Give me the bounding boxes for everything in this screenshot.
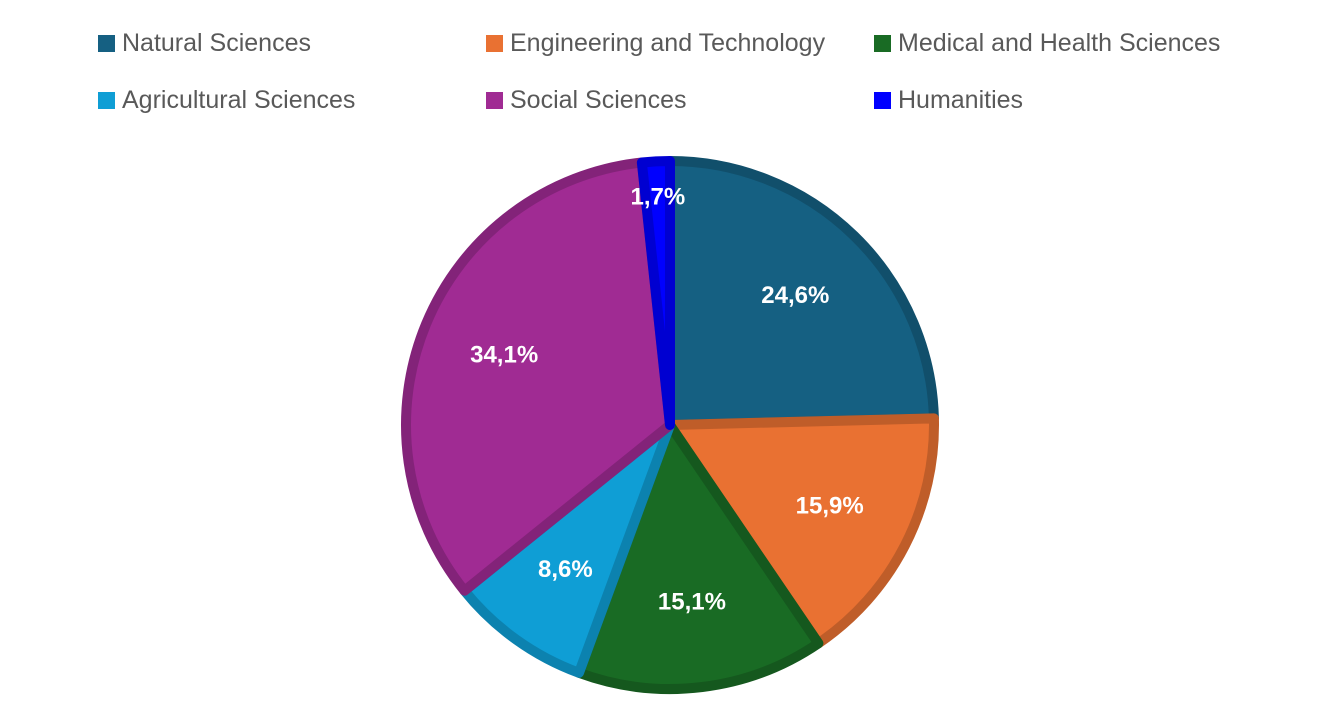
legend-swatch-medical-and-health-sciences: [874, 34, 891, 52]
pie-slices: [401, 156, 939, 694]
data-label-social-sciences: 34,1%: [470, 342, 538, 369]
legend-label-medical-and-health-sciences: Medical and Health Sciences: [898, 28, 1221, 57]
data-label-humanities: 1,7%: [631, 184, 686, 211]
pie-slice-medical-and-health-sciences: [574, 420, 824, 694]
legend-label-social-sciences: Social Sciences: [510, 85, 687, 114]
legend-swatch-agricultural-sciences: [98, 91, 115, 109]
pie-slice-engineering-and-technology: [665, 413, 939, 649]
data-label-engineering-and-technology: 15,9%: [796, 492, 864, 519]
legend-label-engineering-and-technology: Engineering and Technology: [510, 28, 826, 57]
data-label-agricultural-sciences: 8,6%: [538, 556, 593, 583]
pie-slice-agricultural-sciences: [459, 420, 675, 678]
data-label-natural-sciences: 24,6%: [761, 282, 829, 309]
pie-slice-natural-sciences: [665, 156, 939, 430]
pie-slice-humanities: [636, 156, 675, 430]
pie-slice-social-sciences: [401, 157, 675, 596]
legend-label-natural-sciences: Natural Sciences: [122, 28, 311, 57]
legend-item-social-sciences: Social Sciences: [486, 81, 874, 119]
legend-label-agricultural-sciences: Agricultural Sciences: [122, 85, 356, 114]
chart-legend: Natural Sciences Engineering and Technol…: [98, 24, 1278, 138]
legend-swatch-natural-sciences: [98, 34, 115, 52]
pie-data-labels: 24,6% 15,9% 15,1% 8,6% 34,1% 1,7%: [470, 184, 864, 616]
legend-item-natural-sciences: Natural Sciences: [98, 24, 486, 62]
legend-item-humanities: Humanities: [874, 81, 1274, 119]
legend-swatch-humanities: [874, 91, 891, 109]
legend-item-agricultural-sciences: Agricultural Sciences: [98, 81, 486, 119]
legend-swatch-social-sciences: [486, 91, 503, 109]
legend-item-medical-and-health-sciences: Medical and Health Sciences: [874, 24, 1274, 62]
legend-label-humanities: Humanities: [898, 85, 1024, 114]
legend-swatch-engineering-and-technology: [486, 34, 503, 52]
legend-item-engineering-and-technology: Engineering and Technology: [486, 24, 874, 62]
data-label-medical-and-health-sciences: 15,1%: [658, 589, 726, 616]
